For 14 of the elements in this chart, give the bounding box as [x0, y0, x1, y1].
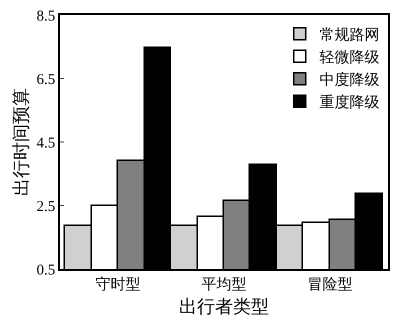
y-tick-label: 6.5	[36, 72, 56, 88]
legend-label: 中度降级	[320, 72, 380, 89]
x-tick-label: 冒险型	[307, 276, 352, 293]
legend-label: 重度降级	[320, 94, 380, 112]
y-tick-label: 2.5	[36, 198, 56, 215]
legend-label: 轻微降级	[320, 49, 380, 66]
y-tick-label: 0.5	[36, 262, 56, 278]
legend-label: 常规路网	[320, 26, 380, 44]
x-tick-label: 守时型	[96, 276, 141, 293]
y-tick-label: 4.5	[36, 135, 56, 152]
y-tick-label: 8.5	[36, 8, 56, 24]
x-axis-title: 出行者类型	[179, 296, 269, 316]
y-axis-title: 出行时间预算	[11, 88, 32, 196]
x-tick-label: 平均型	[202, 276, 246, 293]
